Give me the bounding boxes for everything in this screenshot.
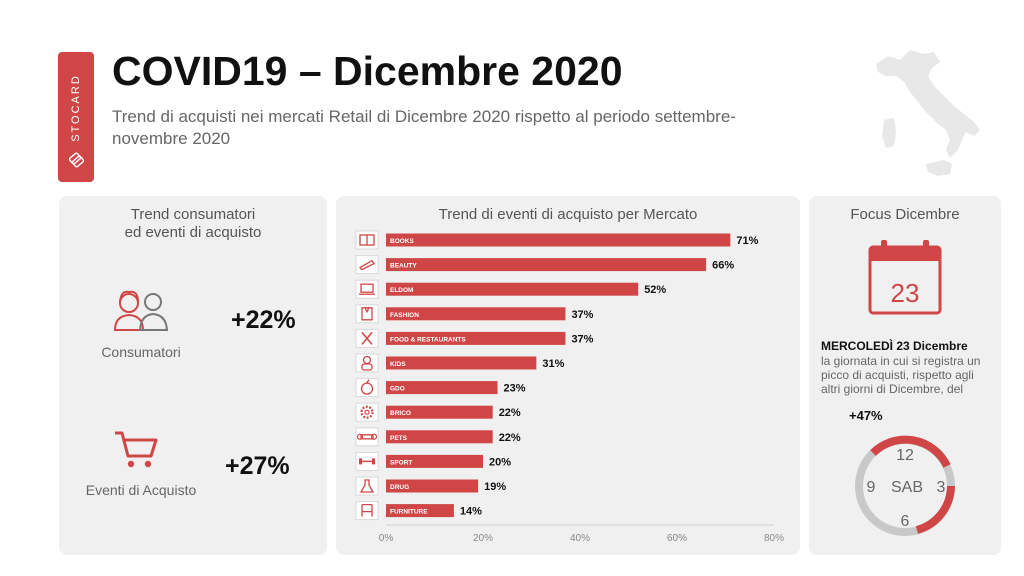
focus-description: la giornata in cui si registra un picco … [821,354,981,396]
bar-value-label: 37% [571,333,593,345]
bar-value-label: 22% [499,432,521,444]
bar-value-label: 71% [736,235,758,247]
dumbbell-icon-weight-right [372,458,375,465]
x-tick-label: 60% [667,533,687,544]
x-tick-label: 40% [570,533,590,544]
consumer-trend-panel: Trend consumatori ed eventi di acquisto … [59,196,327,555]
bar-value-label: 52% [644,284,666,296]
focus-title: Focus Dicembre [850,206,960,223]
bar-category-label: KIDS [390,361,406,368]
bar [386,233,731,247]
italy-map-icon [876,50,980,176]
chair-icon-shape [361,503,373,517]
bar [386,430,493,444]
consumer-trend-title: Trend consumatori ed eventi di acquisto [124,206,262,241]
focus-value: +47% [849,408,883,423]
bar-category-label: FURNITURE [390,509,428,516]
bar-category-label: DRUG [390,484,409,491]
bar-category-label: FASHION [390,312,419,319]
consumers-value: +22% [231,306,296,334]
bar [386,282,639,296]
lipstick-icon-shape [358,259,375,271]
gear-icon-teeth [360,405,374,419]
bar [386,307,566,321]
page-subtitle: Trend di acquisti nei mercati Retail di … [112,107,736,148]
bar-category-label: ELDOM [390,287,413,294]
bar-value-label: 22% [499,407,521,419]
x-tick-label: 20% [473,533,493,544]
focus-panel: Focus Dicembre 23 MERCOLEDÌ 23 Dicembre … [809,196,1001,555]
apple-icon-shape [360,382,374,395]
bar-value-label: 20% [489,456,511,468]
consumers-label: Consumatori [101,344,181,360]
bar [386,454,483,468]
clock-bottom: 6 [901,513,910,530]
bar [386,504,454,518]
brand-name: STOCARD [70,74,82,142]
bar [386,405,493,419]
cart-icon [115,431,158,468]
bar-category-label: GDO [390,386,405,393]
laptop-icon-screen [360,283,374,293]
bone-icon-end-right [370,433,378,440]
bar [386,356,537,370]
cutlery-icon-shape [361,331,373,345]
bar-category-label: SPORT [390,459,412,466]
bar [386,479,479,493]
calendar-day: 23 [891,278,920,308]
clock-right: 3 [937,479,946,496]
brand-tab: STOCARD [58,52,94,182]
bar-value-label: 66% [712,260,734,272]
bar-category-label: BOOKS [390,238,415,245]
bar-value-label: 19% [484,481,506,493]
page-title: COVID19 – Dicembre 2020 [112,48,623,94]
bar-icon-box [355,427,379,447]
bar-category-label: BEAUTY [390,263,417,270]
baby-icon-body [361,363,373,371]
bar-value-label: 14% [460,506,482,518]
bone-icon-end-left [356,433,364,440]
bar-icon-box [355,402,379,422]
clock-icon: 12 9 SAB 3 6 [855,435,955,536]
calendar-icon: 23 [868,240,942,315]
clock-center: SAB [891,479,923,496]
clock-left: 9 [867,479,876,496]
bar-icon-box [355,255,379,275]
events-value: +27% [225,452,290,480]
bar-value-label: 37% [571,309,593,321]
bar [386,331,566,345]
chart-title: Trend di eventi di acquisto per Mercato [438,206,698,223]
x-tick-label: 80% [764,533,784,544]
people-icon [113,290,169,331]
bar-chart: BOOKS 71% BEAUTY 66% ELDOM 52% FASHION 37% FOOD … [355,230,784,544]
stocard-logo-icon [68,152,85,168]
x-tick-label: 0% [379,533,394,544]
bar [386,381,498,395]
flask-icon-shape [359,479,375,493]
dumbbell-icon-weight-left [359,458,362,465]
events-label: Eventi di Acquisto [85,482,197,498]
market-trend-panel: Trend di eventi di acquisto per Mercato … [336,196,800,555]
bar-category-label: PETS [390,435,408,442]
gear-icon-hub [364,409,370,415]
bar-category-label: BRICO [390,410,411,417]
apple-icon-stem [366,379,370,383]
bar-value-label: 23% [504,383,526,395]
clock-top: 12 [896,447,914,464]
bar [386,258,707,272]
bar-icon-box [355,279,379,299]
bar-category-label: FOOD & RESTAURANTS [390,336,466,343]
shirt-icon-shape [361,307,373,321]
bar-value-label: 31% [542,358,564,370]
bar-icon-box [355,378,379,398]
focus-highlight: MERCOLEDÌ 23 Dicembre [821,339,968,353]
